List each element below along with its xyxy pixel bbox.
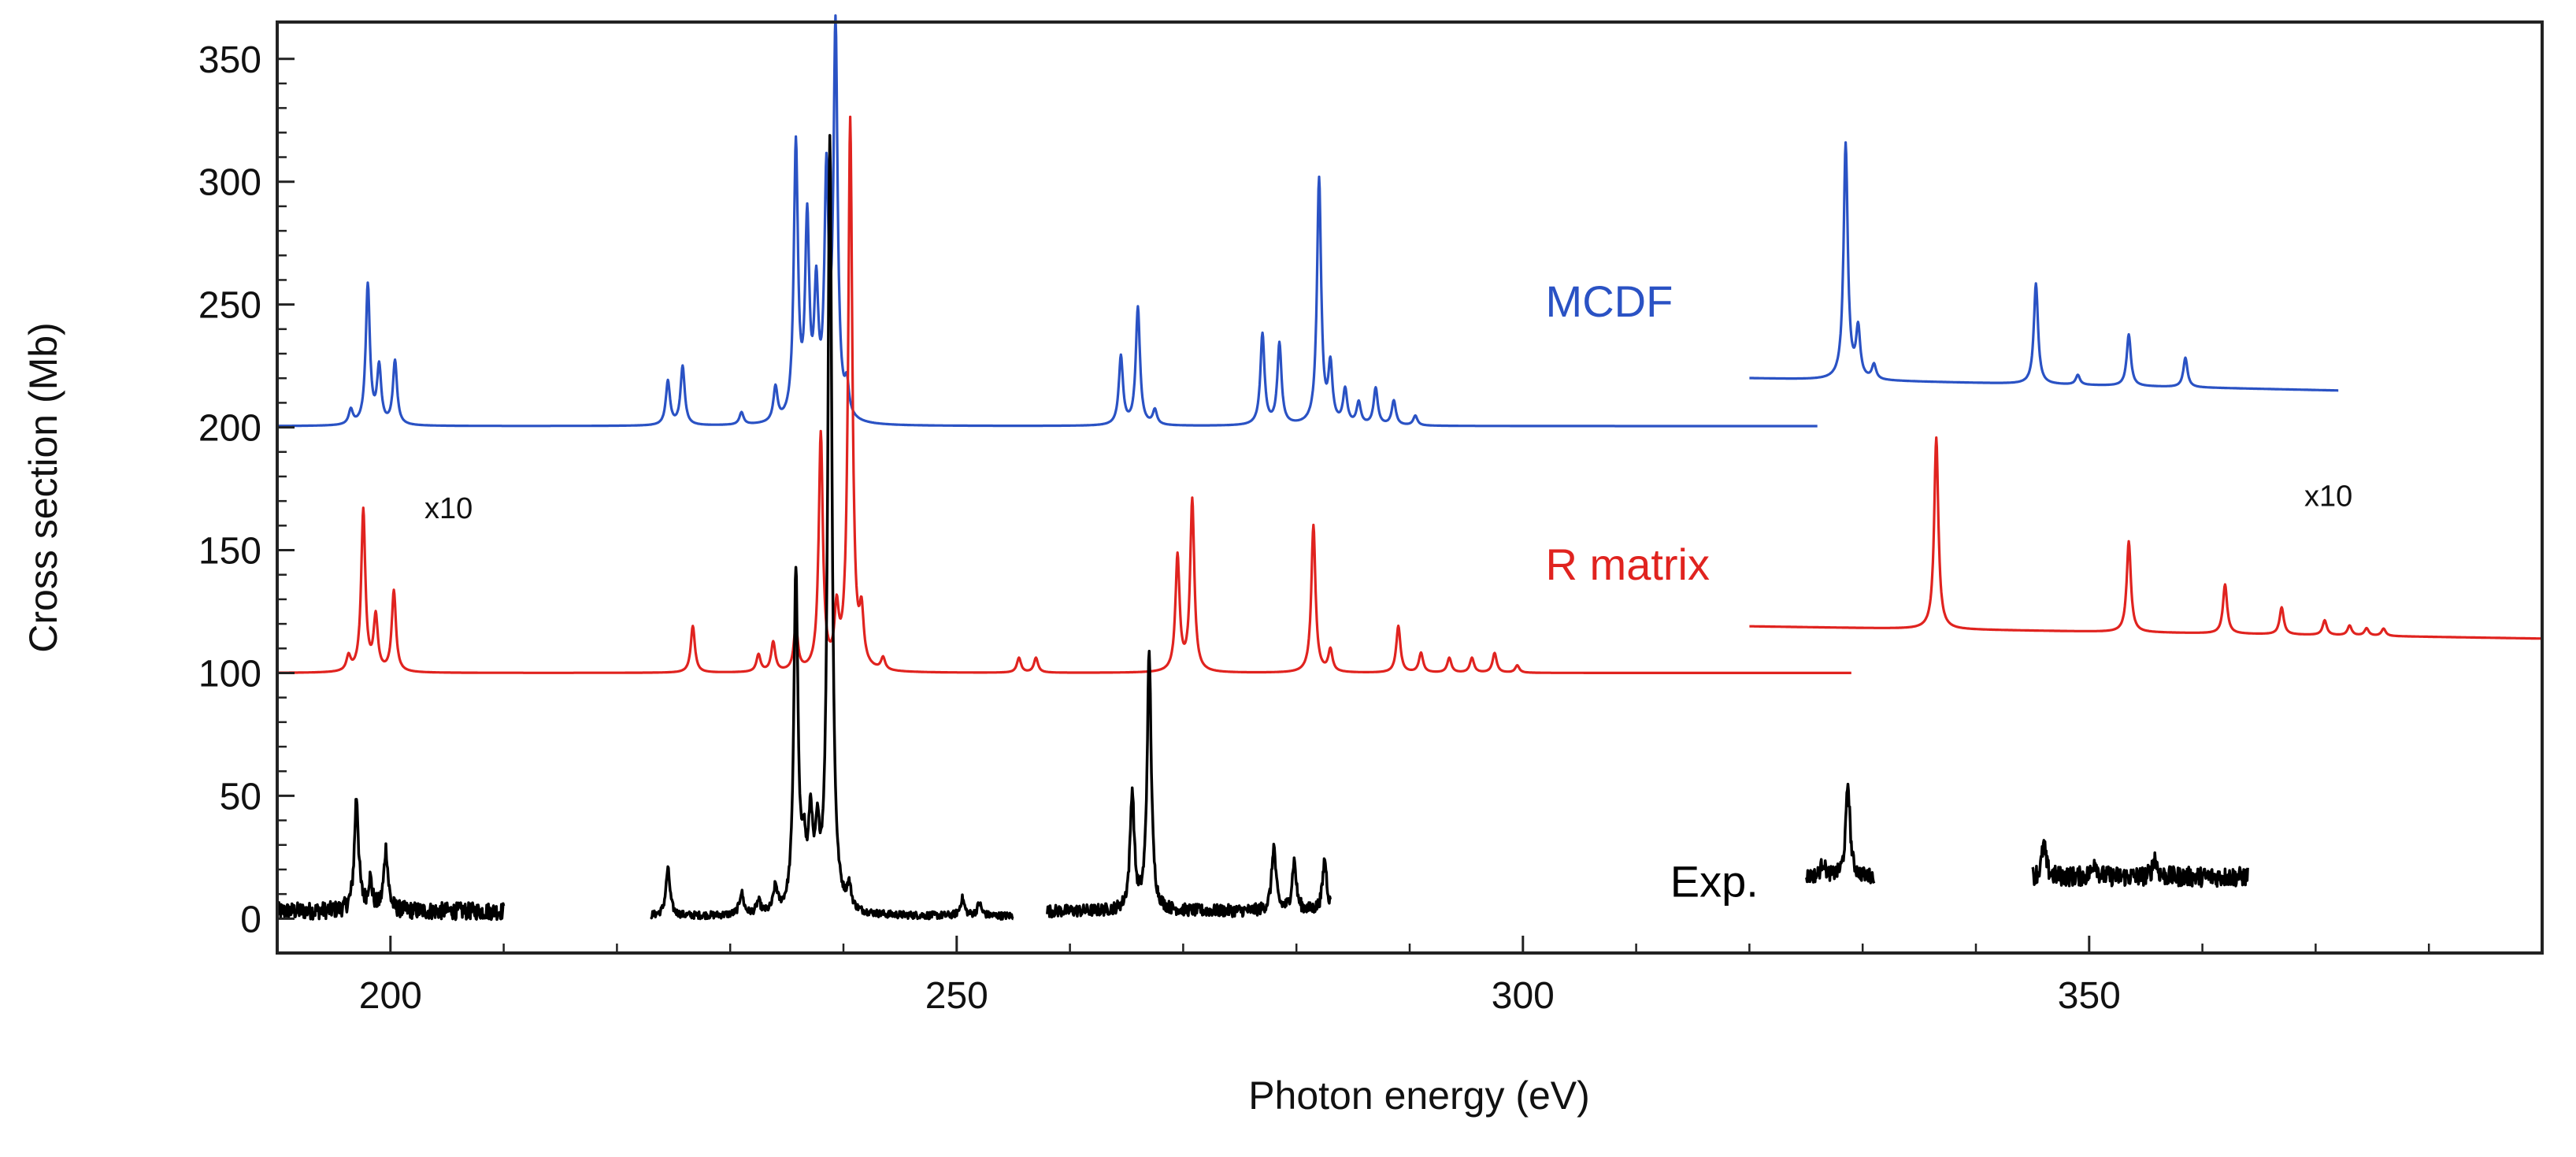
series-line-1-1: [1748, 436, 2543, 640]
plot-frame: [276, 20, 2544, 955]
series-exp-: [276, 134, 2249, 922]
series-r-matrix: [276, 115, 2543, 674]
scale-note-4: x10: [2304, 480, 2352, 513]
series-line-2-2: [1046, 649, 1332, 919]
y-tick-label-350: 350: [198, 39, 261, 81]
series-mcdf: [276, 14, 2339, 428]
series-line-1-0: [276, 115, 1852, 674]
x-tick-label-350: 350: [2058, 975, 2121, 1017]
y-tick-label-200: 200: [198, 408, 261, 450]
scale-note-3: x10: [424, 492, 473, 525]
y-tick-label-250: 250: [198, 285, 261, 327]
x-tick-label-250: 250: [925, 975, 988, 1017]
tick-layer: 200 250 300 350 0 50 100 150 200 250 300 350: [198, 39, 2544, 1017]
series-line-2-4: [2031, 839, 2249, 888]
x-tick-label-300: 300: [1492, 975, 1555, 1017]
y-tick-label-0: 0: [240, 899, 261, 940]
series-label-exp-: Exp.: [1670, 856, 1759, 906]
x-axis-label: Photon energy (eV): [1248, 1074, 1590, 1118]
y-axis-label: Cross section (Mb): [21, 322, 65, 653]
series-line-0-1: [1748, 141, 2339, 392]
y-tick-label-300: 300: [198, 162, 261, 204]
series-line-2-3: [1804, 782, 1876, 884]
series-label-mcdf: MCDF: [1546, 276, 1673, 326]
y-tick-label-50: 50: [220, 776, 261, 818]
series-label-r-matrix: R matrix: [1546, 540, 1710, 589]
series-line-0-0: [276, 14, 1818, 428]
y-tick-label-100: 100: [198, 653, 261, 695]
annotation-layer: MCDF R matrix Exp. x10 x10: [424, 276, 2352, 906]
series-line-2-0: [276, 798, 506, 922]
y-tick-label-150: 150: [198, 531, 261, 573]
series-layer: [276, 14, 2543, 922]
x-tick-label-200: 200: [359, 975, 422, 1017]
series-line-2-1: [650, 134, 1014, 921]
